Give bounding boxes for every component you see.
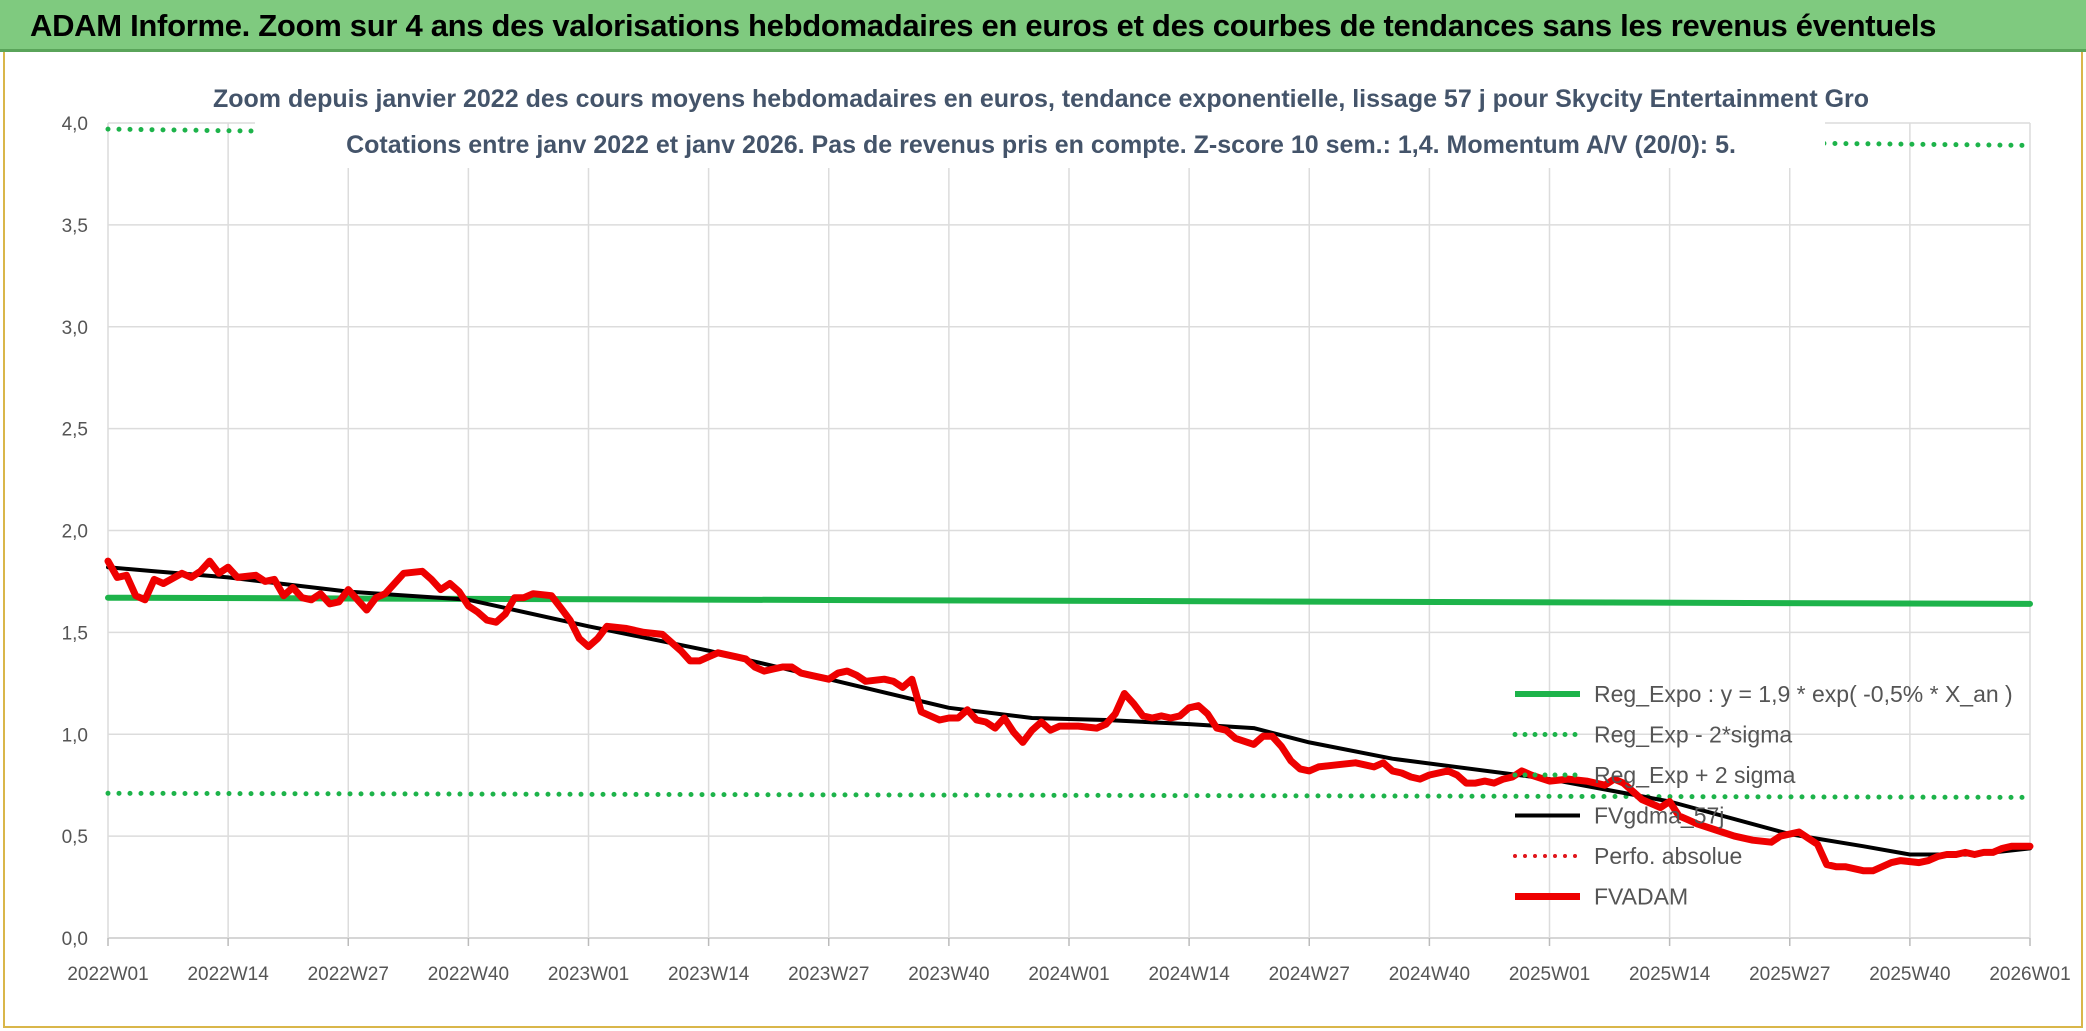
x-tick-label: 2022W14 xyxy=(187,964,269,985)
x-tick-label: 2025W40 xyxy=(1869,964,1950,985)
x-tick-label: 2024W40 xyxy=(1389,964,1470,985)
x-tick-label: 2023W27 xyxy=(788,964,869,985)
chart-frame xyxy=(3,52,2083,1028)
chart-subtitle-line2: Cotations entre janv 2022 et janv 2026. … xyxy=(346,131,1736,159)
subtitle-block: Zoom depuis janvier 2022 des cours moyen… xyxy=(213,78,1869,168)
legend-label: Reg_Exp + 2 sigma xyxy=(1594,762,1796,788)
legend-label: Perfo. absolue xyxy=(1594,843,1742,869)
grid-lines xyxy=(107,122,2031,946)
series-line-0 xyxy=(105,594,2033,607)
series-line-5 xyxy=(104,557,2034,875)
x-tick-label: 2024W27 xyxy=(1269,964,1350,985)
subtitle-background xyxy=(255,78,1825,168)
legend-label: Reg_Expo : y = 1,9 * exp( -0,5% * X_an ) xyxy=(1594,681,2013,707)
x-tick-label: 2022W27 xyxy=(308,964,389,985)
header-bar: ADAM Informe. Zoom sur 4 ans des valoris… xyxy=(0,0,2086,52)
y-tick-label: 0,0 xyxy=(62,929,88,950)
y-tick-label: 4,0 xyxy=(62,114,88,135)
y-tick-label: 1,0 xyxy=(62,725,88,746)
x-tick-label: 2024W01 xyxy=(1028,964,1109,985)
series-line-3 xyxy=(106,565,2032,857)
y-tick-label: 3,0 xyxy=(62,318,88,339)
x-tick-label: 2023W01 xyxy=(548,964,629,985)
x-tick-label: 2023W40 xyxy=(908,964,989,985)
y-tick-label: 2,0 xyxy=(62,522,88,543)
x-tick-label: 2025W14 xyxy=(1629,964,1711,985)
legend-label: FVgdma_57j xyxy=(1594,803,1724,829)
x-tick-label: 2023W14 xyxy=(668,964,750,985)
y-axis-ticks: 0,0 0,5 1,0 1,5 2,0 2,5 3,0 3,5 4,0 xyxy=(62,114,88,950)
x-tick-label: 2025W27 xyxy=(1749,964,1830,985)
y-tick-label: 1,5 xyxy=(62,623,88,644)
series-line-1 xyxy=(105,790,2033,800)
x-tick-label: 2026W01 xyxy=(1989,964,2070,985)
x-tick-label: 2025W01 xyxy=(1509,964,1590,985)
x-tick-label: 2024W14 xyxy=(1148,964,1230,985)
y-tick-label: 2,5 xyxy=(62,420,88,441)
chart-legend: Reg_Expo : y = 1,9 * exp( -0,5% * X_an )… xyxy=(1512,681,2013,910)
legend-label: Reg_Exp - 2*sigma xyxy=(1594,722,1792,748)
y-tick-label: 3,5 xyxy=(62,216,88,237)
chart-subtitle-line1: Zoom depuis janvier 2022 des cours moyen… xyxy=(213,85,1869,113)
y-tick-label: 0,5 xyxy=(62,827,88,848)
x-tick-label: 2022W01 xyxy=(67,964,148,985)
legend-label: FVADAM xyxy=(1594,884,1688,910)
page-title: ADAM Informe. Zoom sur 4 ans des valoris… xyxy=(30,8,1937,43)
x-axis-ticks: 2022W01 2022W14 2022W27 2022W40 2023W01 2023W… xyxy=(67,964,2070,985)
x-tick-label: 2022W40 xyxy=(428,964,509,985)
